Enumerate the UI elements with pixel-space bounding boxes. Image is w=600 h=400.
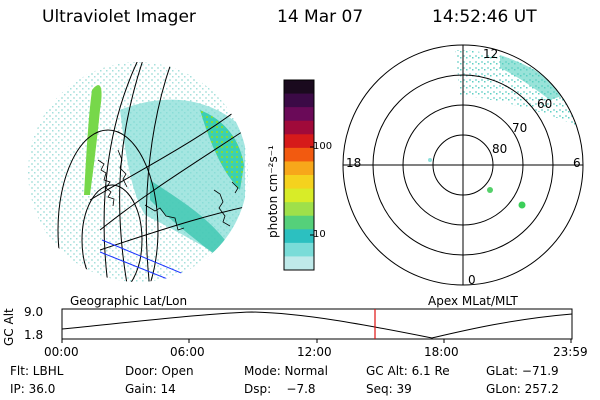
status-seq: Seq: 39 xyxy=(366,382,412,396)
status-glat: GLat: −71.9 xyxy=(486,364,559,378)
mlt-label-bottom: 0 xyxy=(468,273,476,287)
status-mode: Mode: Normal xyxy=(244,364,328,378)
timeline-xtick-0: 00:00 xyxy=(44,345,79,359)
colorbar-swatch xyxy=(284,134,314,149)
colorbar-border xyxy=(283,79,315,271)
left-panel-caption: Geographic Lat/Lon xyxy=(70,294,188,308)
colorbar-swatch xyxy=(284,161,314,176)
status-filter: Flt: LBHL xyxy=(10,364,64,378)
status-gain: Gain: 14 xyxy=(125,382,176,396)
colorbar-tick-10: 10 xyxy=(313,229,326,240)
mlt-label-right: 6 xyxy=(573,156,581,170)
right-panel-caption: Apex MLat/MLT xyxy=(428,294,518,308)
colorbar-swatch xyxy=(284,188,314,203)
colorbar-swatch xyxy=(284,175,314,190)
timeline-xtick-3: 18:00 xyxy=(424,345,459,359)
status-door: Door: Open xyxy=(125,364,194,378)
timeline-plot xyxy=(61,308,573,343)
colorbar-swatch xyxy=(284,202,314,217)
colorbar-swatch xyxy=(284,242,314,257)
colorbar-tick-100: 100 xyxy=(313,141,333,152)
colorbar-swatch xyxy=(284,256,314,271)
colorbar-swatch xyxy=(284,107,314,122)
colorbar-swatch xyxy=(284,80,314,95)
mlat-label-60: 60 xyxy=(537,97,553,111)
timeline-xtick-2: 12:00 xyxy=(297,345,332,359)
timeline-ytick-bottom: 1.8 xyxy=(24,328,44,342)
mlt-label-top: 12 xyxy=(483,47,499,61)
colorbar-swatch xyxy=(284,229,314,244)
header-date: 14 Mar 07 xyxy=(277,7,364,27)
header-time: 14:52:46 UT xyxy=(432,7,537,27)
mlat-label-80: 80 xyxy=(492,142,508,156)
colorbar xyxy=(283,79,315,271)
colorbar-swatch xyxy=(284,147,314,162)
colorbar-swatch xyxy=(284,120,314,135)
timeline-xtick-1: 06:00 xyxy=(170,345,205,359)
colorbar-swatch xyxy=(284,215,314,230)
timeline-y-label: GC Alt xyxy=(2,308,16,346)
mlt-label-left: 18 xyxy=(346,156,362,170)
timeline-ytick-top: 9.0 xyxy=(24,305,44,319)
status-ip: IP: 36.0 xyxy=(10,382,56,396)
status-gc-alt: GC Alt: 6.1 Re xyxy=(366,364,450,378)
instrument-title: Ultraviolet Imager xyxy=(42,7,196,27)
mlat-label-70: 70 xyxy=(512,121,528,135)
status-dsp: Dsp: −7.8 xyxy=(244,382,316,396)
timeline-xtick-4: 23:59 xyxy=(553,345,588,359)
colorbar-swatch xyxy=(284,93,314,108)
status-glon: GLon: 257.2 xyxy=(486,382,559,396)
